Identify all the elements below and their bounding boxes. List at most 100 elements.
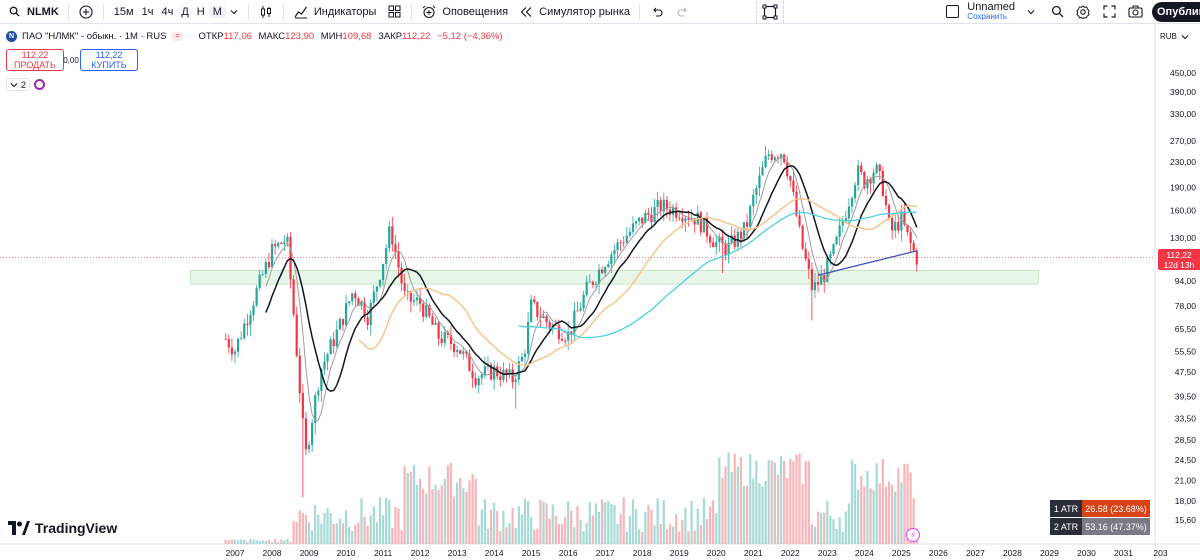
tradingview-logo[interactable]: TradingView (8, 520, 117, 536)
divider (282, 3, 284, 20)
vwap-line[interactable] (817, 250, 917, 276)
time-axis-label: 2007 (226, 548, 245, 558)
volume-bar (668, 524, 672, 544)
volume-bar (887, 481, 891, 544)
volume-bar (597, 511, 601, 544)
search-icon (1049, 4, 1065, 20)
time-axis-label: 2008 (263, 548, 282, 558)
interval-day[interactable]: Д (181, 5, 189, 18)
volume-bar (798, 453, 801, 544)
flag-badge[interactable]: = (171, 32, 184, 41)
top-toolbar: NLMK 15м 1ч 4ч Д Н М Индикаторы (0, 0, 1200, 24)
candle-body (724, 243, 727, 255)
candle-body (545, 316, 548, 322)
volume-bar (727, 452, 730, 544)
candle-body (804, 248, 807, 259)
volume-bar (675, 514, 678, 544)
lightning-icon[interactable]: ⚡ (906, 528, 920, 542)
volume-bar (354, 524, 357, 544)
volume-bar (755, 460, 758, 544)
volume-bar (573, 527, 576, 544)
currency-selector[interactable]: RUB (1160, 32, 1189, 41)
candle-body (523, 353, 527, 357)
price-axis-label: 450,00 (1170, 68, 1196, 78)
buy-button[interactable]: 112,22 КУПИТЬ (80, 49, 138, 71)
volume-bar (832, 519, 835, 544)
time-axis-label: 2022 (781, 548, 800, 558)
candle-body (801, 225, 804, 249)
price-chart[interactable]: 450,00 390,00 330,00 270,00 230,00 190,00 160,… (0, 24, 1200, 560)
publish-button[interactable]: Опубликовать (1152, 2, 1200, 22)
gear-icon (1075, 4, 1091, 20)
low-key: МИН (320, 31, 343, 42)
replay-button[interactable]: Симулятор рынка (513, 0, 635, 24)
candle-body (563, 340, 567, 342)
volume-bar (357, 522, 360, 544)
chevron-down-icon[interactable] (1023, 4, 1039, 20)
chart-type-button[interactable] (253, 0, 279, 24)
volume-bar (838, 517, 841, 544)
volume-bar (298, 510, 301, 544)
candle-body (474, 378, 477, 386)
time-axis[interactable]: 2007 2008 2009 2010 2011 2012 2013 2014 2015 2016… (226, 548, 1168, 558)
candle-body (243, 323, 246, 339)
candle-body (397, 251, 400, 268)
interval-15m[interactable]: 15м (113, 5, 134, 18)
volume-bar (906, 463, 909, 544)
candle-body (332, 339, 335, 347)
interval-1h[interactable]: 1ч (141, 5, 154, 18)
candle-body (770, 154, 773, 160)
symbol-legend: N ПАО "НЛМК" - обыкн. · 1М · RUS = ОТКР1… (6, 31, 503, 42)
price-axis-label: 65,50 (1175, 324, 1197, 334)
volume-bar (795, 454, 798, 544)
fullscreen-select-button[interactable] (756, 0, 785, 23)
sell-button[interactable]: 112,22 ПРОДАТЬ (6, 49, 64, 71)
chevron-down-icon[interactable] (226, 4, 242, 20)
candle-body (567, 331, 570, 341)
compare-button[interactable] (73, 0, 99, 24)
alarm-clock-icon (421, 4, 437, 20)
volume-bar (656, 498, 659, 544)
interval-week[interactable]: Н (196, 5, 205, 18)
interval-month[interactable]: М (208, 5, 226, 18)
volume-bar (338, 518, 341, 544)
interval-4h[interactable]: 4ч (161, 5, 174, 18)
candle-body (369, 302, 372, 326)
volume-bar (545, 503, 548, 544)
undo-button[interactable] (644, 0, 670, 24)
ma-26-line[interactable] (357, 197, 918, 367)
volume-bar (622, 497, 625, 544)
candle-body (267, 262, 271, 268)
grid-icon (386, 4, 402, 20)
volume-bar (684, 507, 687, 544)
settings-button[interactable] (1070, 0, 1096, 24)
volume-bar (419, 478, 422, 544)
candle-body (348, 301, 351, 304)
indicators-button[interactable]: Индикаторы (288, 0, 382, 24)
quick-search-button[interactable] (1044, 0, 1070, 24)
redo-button[interactable] (670, 0, 696, 24)
price-axis[interactable]: 450,00 390,00 330,00 270,00 230,00 190,00 160,… (1170, 68, 1196, 525)
volume-bar (255, 540, 258, 544)
price-axis-label: 21,00 (1175, 475, 1197, 485)
candle-body (542, 316, 545, 319)
snapshot-button[interactable] (1122, 0, 1148, 24)
indicators-toggle[interactable]: 2 (6, 78, 31, 91)
fullscreen-button[interactable] (1096, 0, 1122, 24)
volume-bar (678, 531, 681, 544)
volume-bar (394, 507, 397, 544)
close-value: 112,22 (402, 31, 431, 42)
volume-bar (585, 522, 588, 544)
volume-bar (554, 515, 557, 544)
alerts-button[interactable]: Оповещения (416, 0, 513, 24)
ma-12-line[interactable] (265, 165, 918, 393)
symbol-search[interactable]: NLMK (0, 0, 64, 24)
atr-1-name: 1 ATR (1050, 500, 1082, 517)
candle-body (320, 368, 323, 391)
symbol-title[interactable]: ПАО "НЛМК" - обыкн. · 1М · RUS (22, 31, 167, 42)
ma-60-line[interactable] (518, 211, 917, 339)
volume-bar (749, 454, 752, 544)
layout-selector[interactable]: Unnamed Сохранить (941, 0, 1044, 24)
templates-button[interactable] (381, 0, 407, 24)
volume-bar (474, 478, 477, 544)
